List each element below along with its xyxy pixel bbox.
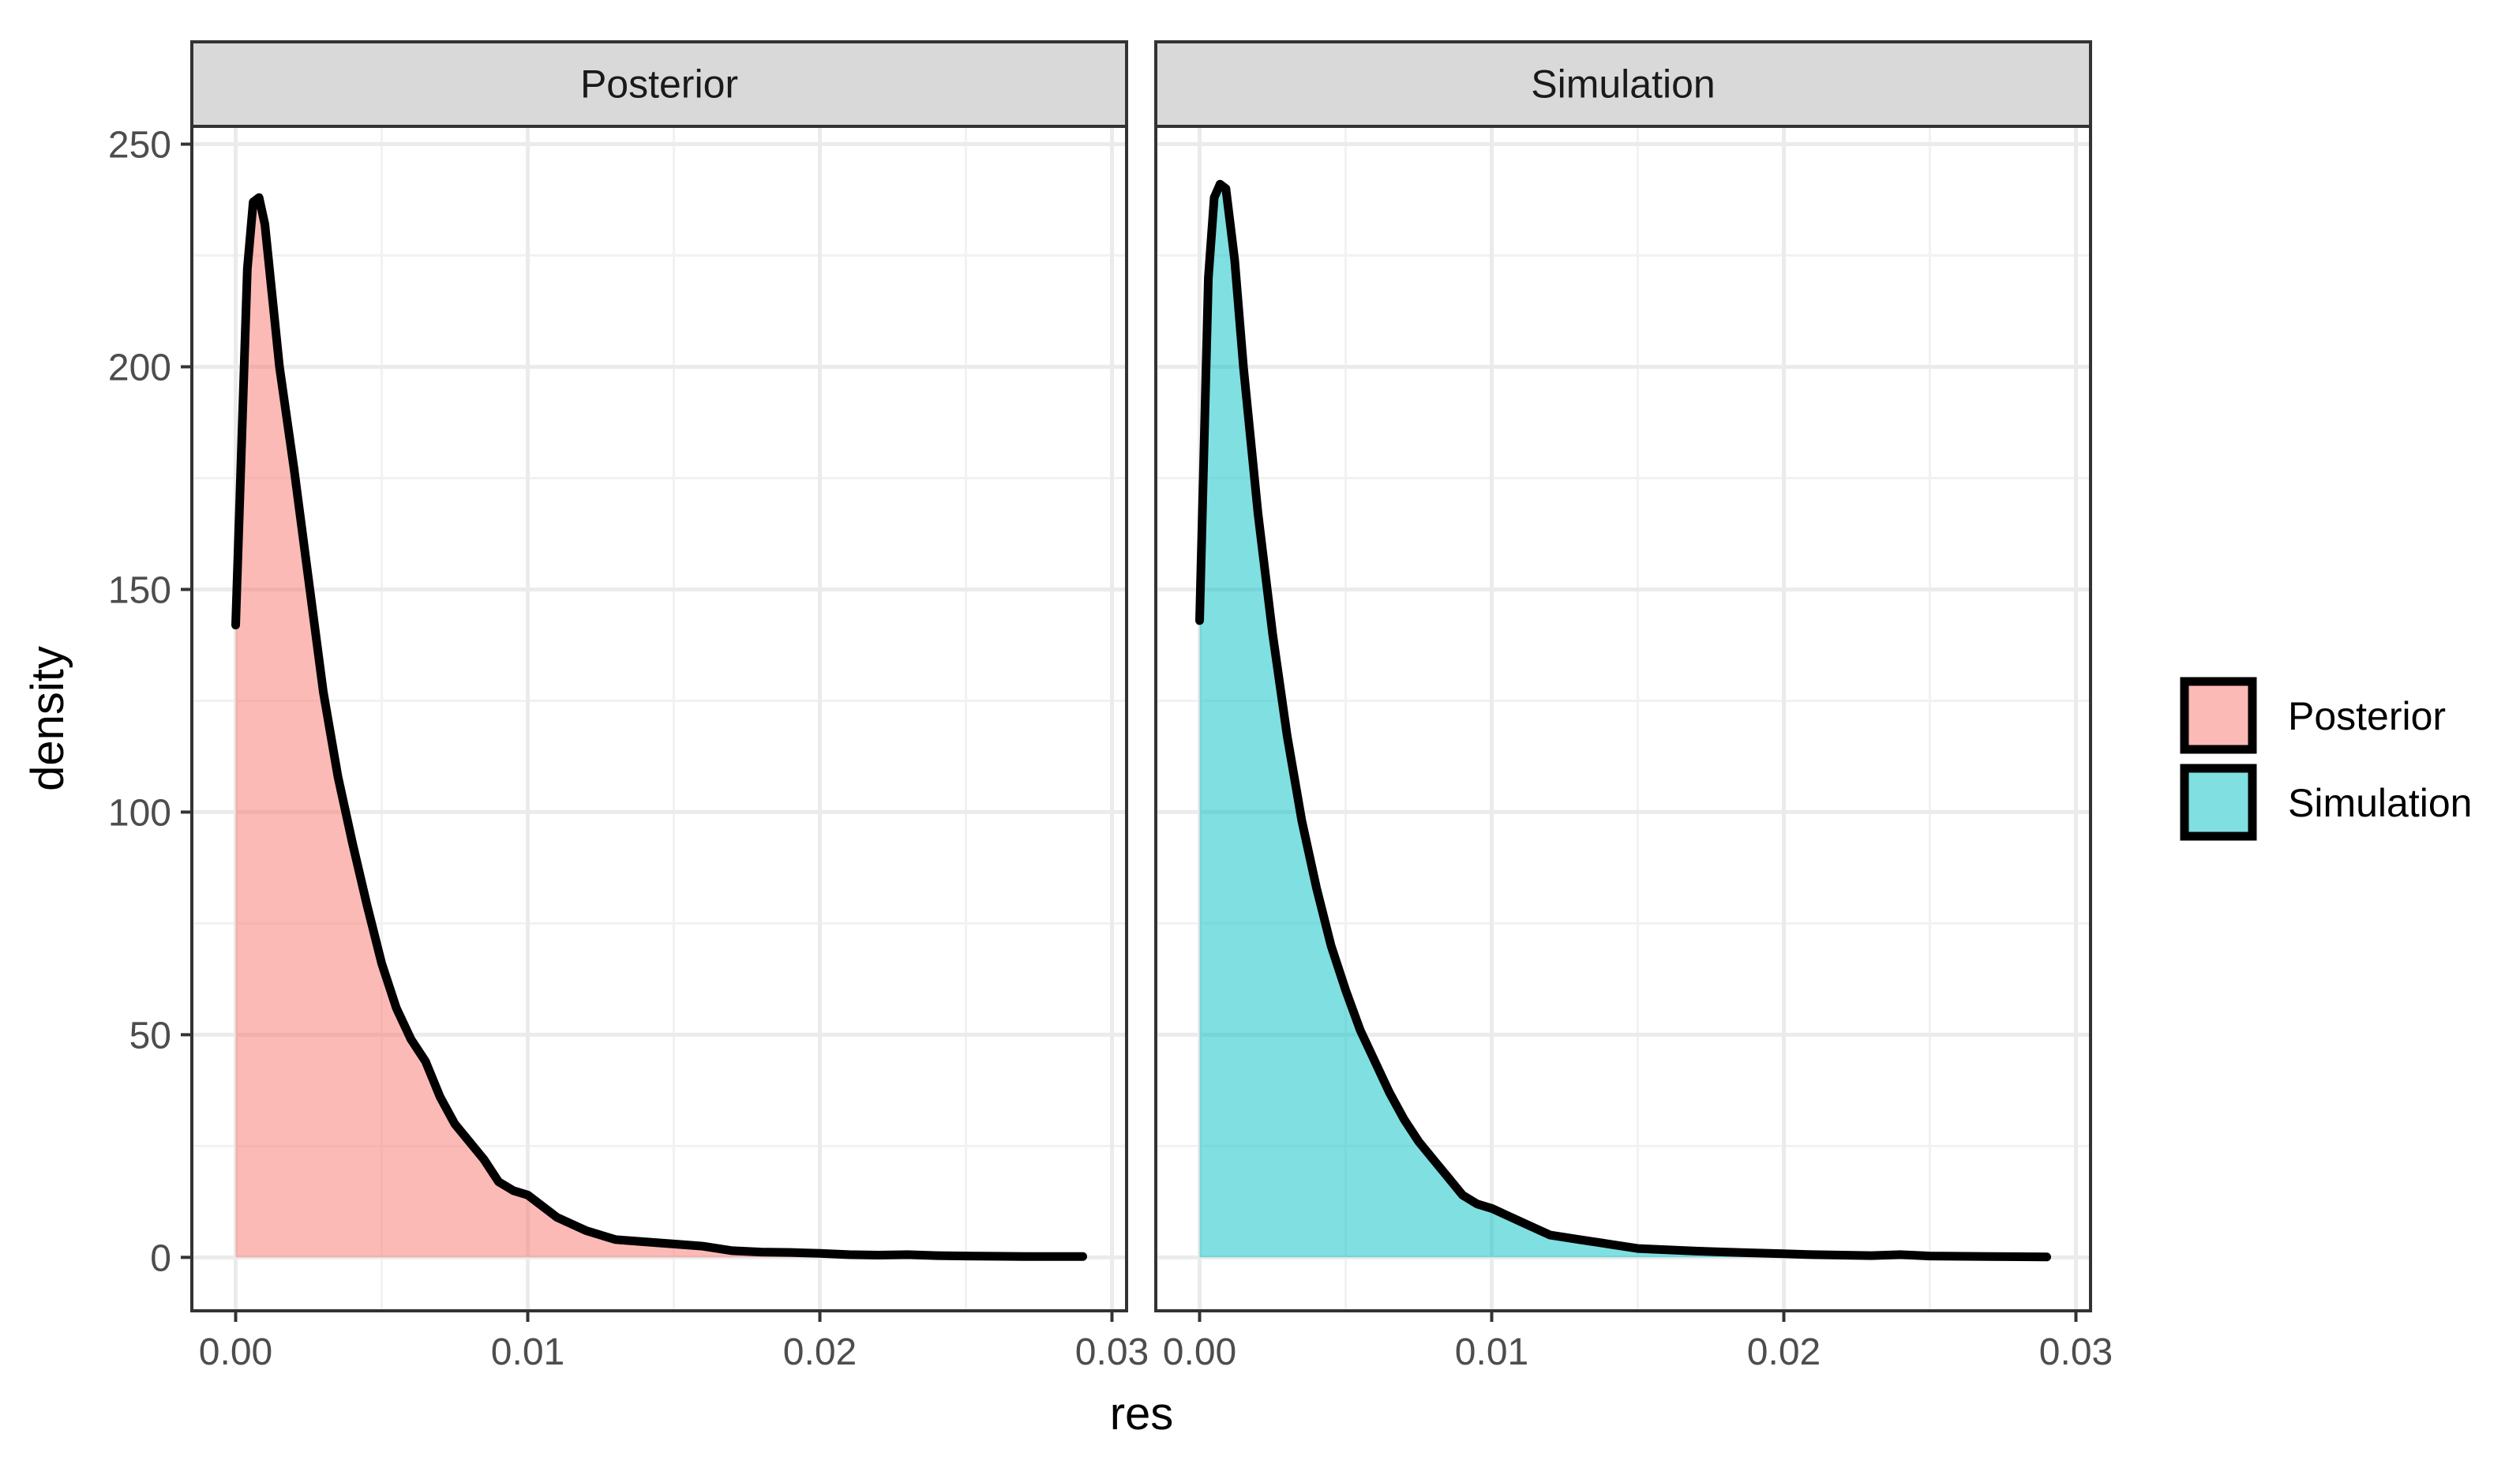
facet-strip-label: Simulation xyxy=(1531,62,1715,107)
legend-key-border xyxy=(2180,764,2257,841)
y-tick-label: 0 xyxy=(150,1237,171,1279)
legend-key-fill xyxy=(2182,766,2255,839)
x-axis-title: res xyxy=(1110,1388,1174,1440)
x-tick-label: 0.01 xyxy=(1455,1331,1528,1373)
facet-strip xyxy=(1154,40,2092,128)
x-tick-label: 0.00 xyxy=(1163,1331,1236,1373)
legend-label: Posterior xyxy=(2288,694,2446,738)
y-tick-label: 150 xyxy=(108,569,171,611)
facet-panel-simulation: Simulation 0.00 0.01 0.02 0.03 xyxy=(1154,40,2113,1373)
x-tick-label: 0.02 xyxy=(783,1331,857,1373)
y-tick-label: 50 xyxy=(129,1015,171,1057)
y-tick-label: 100 xyxy=(108,792,171,834)
facet-panel-posterior: Posterior 0.00 0.01 0.02 0.03 xyxy=(190,40,1149,1373)
x-tick-label: 0.01 xyxy=(491,1331,564,1373)
legend-label: Simulation xyxy=(2288,781,2472,825)
y-tick-label: 200 xyxy=(108,347,171,389)
legend-item-simulation: Simulation xyxy=(2180,764,2472,841)
density-line-posterior xyxy=(231,193,1087,1261)
legend-key-fill xyxy=(2182,679,2255,752)
facet-strip-label: Posterior xyxy=(580,62,738,107)
x-tick-label: 0.02 xyxy=(1747,1331,1821,1373)
y-axis-title: density xyxy=(22,646,73,791)
density-area-posterior xyxy=(235,197,1083,1258)
density-area-simulation xyxy=(1199,184,2047,1258)
x-tick-label: 0.03 xyxy=(1075,1331,1149,1373)
facet-strip xyxy=(190,40,1128,128)
legend-key-border xyxy=(2180,677,2257,754)
y-axis: 0 50 100 150 200 250 xyxy=(108,125,192,1279)
x-tick-label: 0.00 xyxy=(199,1331,272,1373)
legend: Posterior Simulation xyxy=(2180,677,2472,841)
panels-layer: Posterior 0.00 0.01 0.02 0.03 Simulation 0.00 0… xyxy=(190,40,2113,1373)
density-line-simulation xyxy=(1195,179,2051,1262)
y-tick-label: 250 xyxy=(108,125,171,167)
x-tick-label: 0.03 xyxy=(2039,1331,2113,1373)
legend-item-posterior: Posterior xyxy=(2180,677,2446,754)
